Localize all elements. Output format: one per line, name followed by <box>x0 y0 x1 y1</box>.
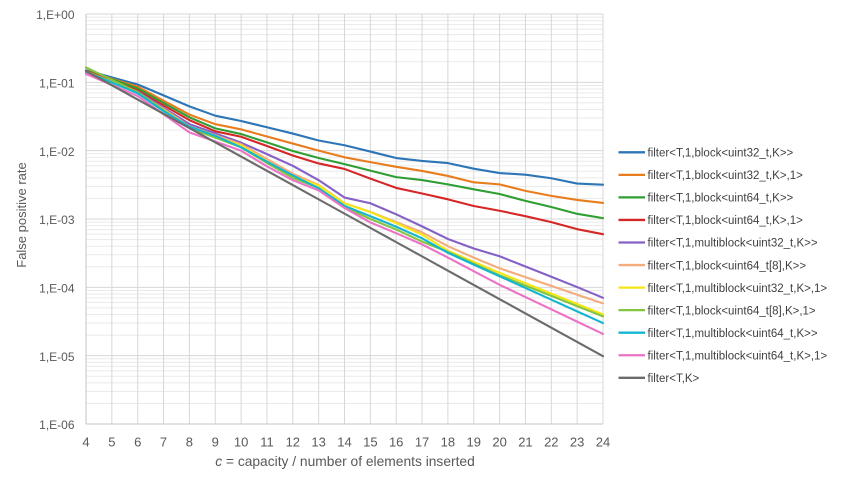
svg-text:15: 15 <box>363 435 377 450</box>
svg-text:filter<T,1,block<uint64_t[8],K: filter<T,1,block<uint64_t[8],K>,1> <box>648 305 816 317</box>
svg-text:1,E-06: 1,E-06 <box>39 418 75 432</box>
svg-text:filter<T,1,block<uint64_t,K>,1: filter<T,1,block<uint64_t,K>,1> <box>648 215 804 227</box>
svg-text:24: 24 <box>596 435 610 450</box>
svg-text:filter<T,K>: filter<T,K> <box>648 373 700 385</box>
svg-text:23: 23 <box>570 435 584 450</box>
svg-text:11: 11 <box>260 435 274 450</box>
svg-text:6: 6 <box>134 435 141 450</box>
svg-text:1,E+00: 1,E+00 <box>36 8 75 22</box>
svg-text:8: 8 <box>186 435 193 450</box>
svg-text:22: 22 <box>544 435 558 450</box>
svg-text:20: 20 <box>492 435 506 450</box>
svg-text:1,E-03: 1,E-03 <box>39 213 75 227</box>
svg-text:False positive rate: False positive rate <box>14 162 29 268</box>
svg-text:21: 21 <box>518 435 532 450</box>
svg-text:18: 18 <box>441 435 455 450</box>
svg-text:filter<T,1,block<uint64_t[8],K: filter<T,1,block<uint64_t[8],K>> <box>648 260 807 272</box>
svg-text:17: 17 <box>415 435 429 450</box>
svg-text:filter<T,1,multiblock<uint32_t: filter<T,1,multiblock<uint32_t,K>> <box>648 238 818 250</box>
svg-text:filter<T,1,multiblock<uint32_t: filter<T,1,multiblock<uint32_t,K>,1> <box>648 283 828 295</box>
svg-text:c = capacity / number of eleme: c = capacity / number of elements insert… <box>215 454 475 469</box>
svg-text:filter<T,1,block<uint32_t,K>,1: filter<T,1,block<uint32_t,K>,1> <box>648 170 804 182</box>
svg-text:1,E-01: 1,E-01 <box>39 77 75 91</box>
svg-text:1,E-02: 1,E-02 <box>39 145 75 159</box>
svg-text:14: 14 <box>337 435 351 450</box>
svg-text:filter<T,1,block<uint32_t,K>>: filter<T,1,block<uint32_t,K>> <box>648 148 794 160</box>
svg-text:7: 7 <box>160 435 167 450</box>
svg-text:19: 19 <box>467 435 481 450</box>
svg-text:1,E-04: 1,E-04 <box>39 282 75 296</box>
svg-text:4: 4 <box>82 435 89 450</box>
svg-text:16: 16 <box>389 435 403 450</box>
svg-text:1,E-05: 1,E-05 <box>39 350 75 364</box>
svg-text:13: 13 <box>311 435 325 450</box>
svg-text:10: 10 <box>234 435 248 450</box>
svg-text:filter<T,1,multiblock<uint64_t: filter<T,1,multiblock<uint64_t,K>> <box>648 328 818 340</box>
svg-text:filter<T,1,block<uint64_t,K>>: filter<T,1,block<uint64_t,K>> <box>648 193 794 205</box>
svg-text:12: 12 <box>286 435 300 450</box>
svg-text:9: 9 <box>212 435 219 450</box>
svg-text:filter<T,1,multiblock<uint64_t: filter<T,1,multiblock<uint64_t,K>,1> <box>648 350 828 362</box>
svg-text:5: 5 <box>108 435 115 450</box>
